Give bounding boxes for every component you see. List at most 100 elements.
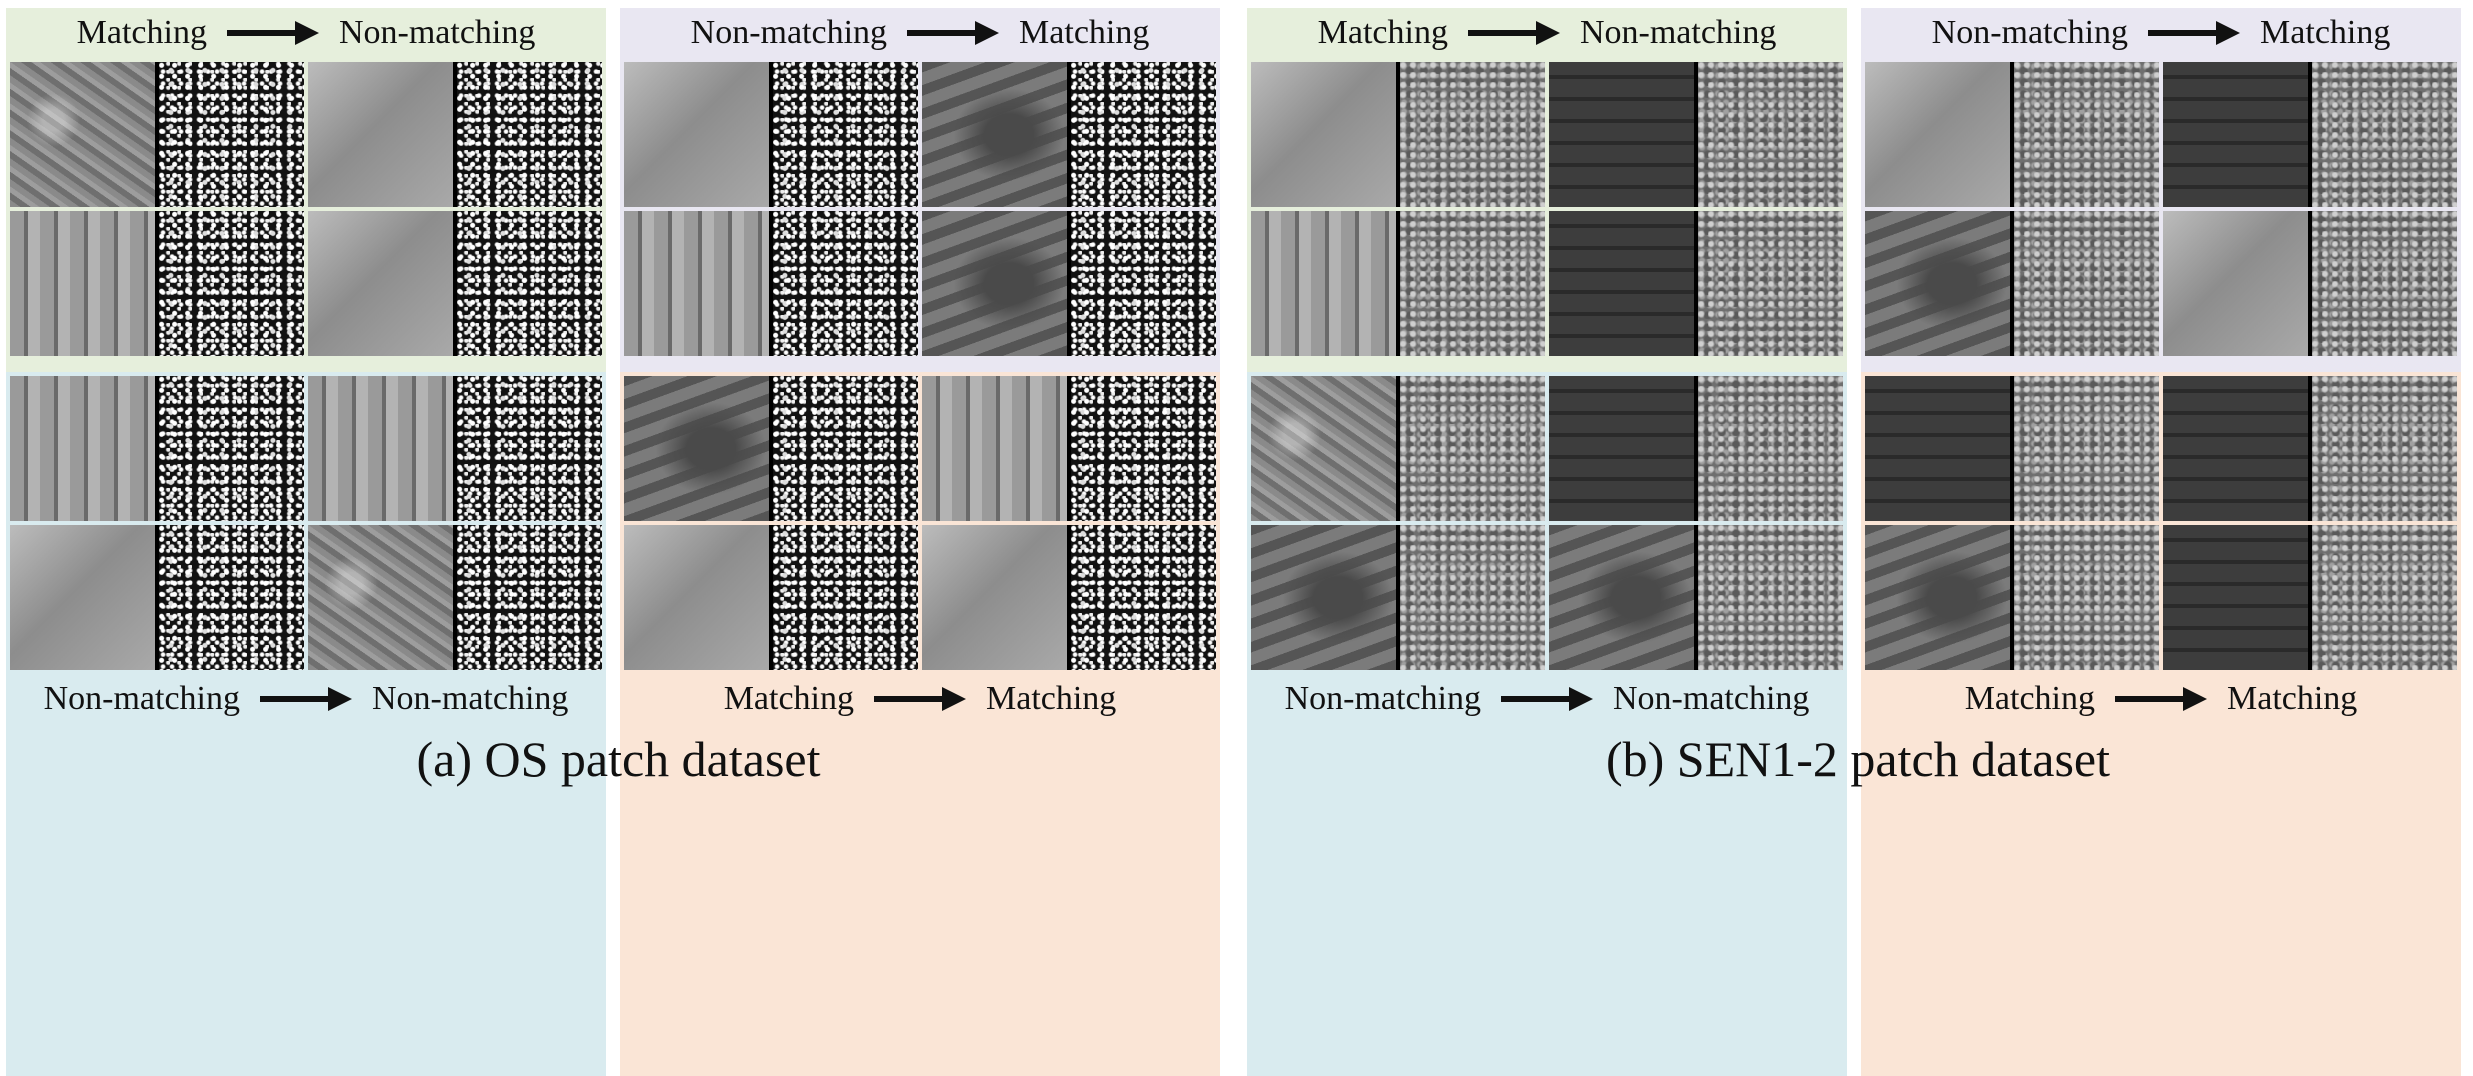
optical-patch <box>1865 376 2010 521</box>
optical-patch <box>1865 62 2010 207</box>
patch-pair <box>308 62 602 207</box>
sar-patch <box>457 525 602 670</box>
sar-patch <box>1698 376 1843 521</box>
right-arrow-icon <box>874 687 966 711</box>
transition-label: Matching Non-matching <box>1247 8 1847 58</box>
from-label: Non-matching <box>690 14 888 51</box>
patch-pair <box>922 376 1216 521</box>
optical-patch <box>1251 525 1396 670</box>
patch-grid <box>10 62 602 356</box>
right-arrow-icon <box>226 21 319 45</box>
quadrant-matching-to-matching: Matching Matching <box>1861 372 2461 1076</box>
optical-patch <box>1549 525 1694 670</box>
optical-patch <box>2163 211 2308 356</box>
right-arrow-icon <box>2148 21 2241 45</box>
transition-label: Matching Matching <box>620 674 1220 724</box>
patch-pair <box>1549 525 1843 670</box>
patch-pair <box>2163 376 2457 521</box>
patch-grid <box>624 62 1216 356</box>
sar-patch <box>1071 62 1216 207</box>
patch-pair <box>2163 525 2457 670</box>
optical-patch <box>2163 62 2308 207</box>
optical-patch <box>922 376 1067 521</box>
optical-patch <box>10 525 155 670</box>
sar-patch <box>159 62 304 207</box>
sar-patch <box>159 525 304 670</box>
sar-patch <box>773 211 918 356</box>
patch-pair <box>1549 62 1843 207</box>
optical-patch <box>1549 376 1694 521</box>
sar-patch <box>2014 525 2159 670</box>
sar-patch <box>1071 211 1216 356</box>
right-arrow-icon <box>1501 687 1593 711</box>
to-label: Non-matching <box>1579 14 1777 51</box>
sar-patch <box>1698 62 1843 207</box>
patch-pair <box>624 525 918 670</box>
quadrant-matching-to-nonmatching: Matching Non-matching <box>1247 8 1847 712</box>
patch-pair <box>1865 376 2159 521</box>
from-label: Matching <box>76 14 207 51</box>
to-label: Matching <box>2227 680 2358 717</box>
optical-patch <box>624 211 769 356</box>
to-label: Matching <box>2260 14 2391 51</box>
patch-pair <box>922 525 1216 670</box>
transition-label: Matching Matching <box>1861 674 2461 724</box>
patch-pair <box>1549 211 1843 356</box>
patch-pair <box>624 62 918 207</box>
patch-pair <box>1251 525 1545 670</box>
from-label: Matching <box>1964 680 2095 717</box>
optical-patch <box>1549 62 1694 207</box>
to-label: Non-matching <box>1613 680 1810 717</box>
patch-pair <box>624 211 918 356</box>
patch-grid <box>1865 376 2457 670</box>
right-arrow-icon <box>907 21 1000 45</box>
from-label: Non-matching <box>43 680 240 717</box>
sar-patch <box>2312 211 2457 356</box>
optical-patch <box>308 525 453 670</box>
sar-patch <box>2312 376 2457 521</box>
patch-pair <box>308 376 602 521</box>
optical-patch <box>10 211 155 356</box>
optical-patch <box>10 376 155 521</box>
patch-pair <box>1251 376 1545 521</box>
sar-patch <box>457 376 602 521</box>
optical-patch <box>1251 62 1396 207</box>
patch-pair <box>10 62 304 207</box>
sar-patch <box>1400 211 1545 356</box>
sar-patch <box>1071 376 1216 521</box>
right-arrow-icon <box>2115 687 2207 711</box>
patch-pair <box>1251 211 1545 356</box>
patch-pair <box>2163 211 2457 356</box>
optical-patch <box>922 62 1067 207</box>
patch-pair <box>1865 62 2159 207</box>
sar-patch <box>773 62 918 207</box>
patch-pair <box>1549 376 1843 521</box>
transition-label: Non-matching Matching <box>620 8 1220 58</box>
sar-patch <box>1400 62 1545 207</box>
optical-patch <box>624 525 769 670</box>
optical-patch <box>308 211 453 356</box>
optical-patch <box>1251 376 1396 521</box>
patch-pair <box>10 376 304 521</box>
sar-patch <box>2014 62 2159 207</box>
right-arrow-icon <box>260 687 352 711</box>
sar-patch <box>2014 376 2159 521</box>
sar-patch <box>773 376 918 521</box>
optical-patch <box>922 211 1067 356</box>
quadrant-nonmatching-to-nonmatching: Non-matching Non-matching <box>6 372 606 1076</box>
sar-patch <box>1071 525 1216 670</box>
patch-pair <box>624 376 918 521</box>
sar-patch <box>2312 62 2457 207</box>
optical-patch <box>10 62 155 207</box>
transition-label: Non-matching Non-matching <box>1247 674 1847 724</box>
sar-patch <box>457 62 602 207</box>
transition-label: Non-matching Non-matching <box>6 674 606 724</box>
optical-patch <box>1865 211 2010 356</box>
optical-patch <box>922 525 1067 670</box>
transition-label: Non-matching Matching <box>1861 8 2461 58</box>
from-label: Matching <box>1317 14 1448 51</box>
optical-patch <box>308 376 453 521</box>
from-label: Matching <box>723 680 854 717</box>
patch-pair <box>10 211 304 356</box>
patch-pair <box>2163 62 2457 207</box>
